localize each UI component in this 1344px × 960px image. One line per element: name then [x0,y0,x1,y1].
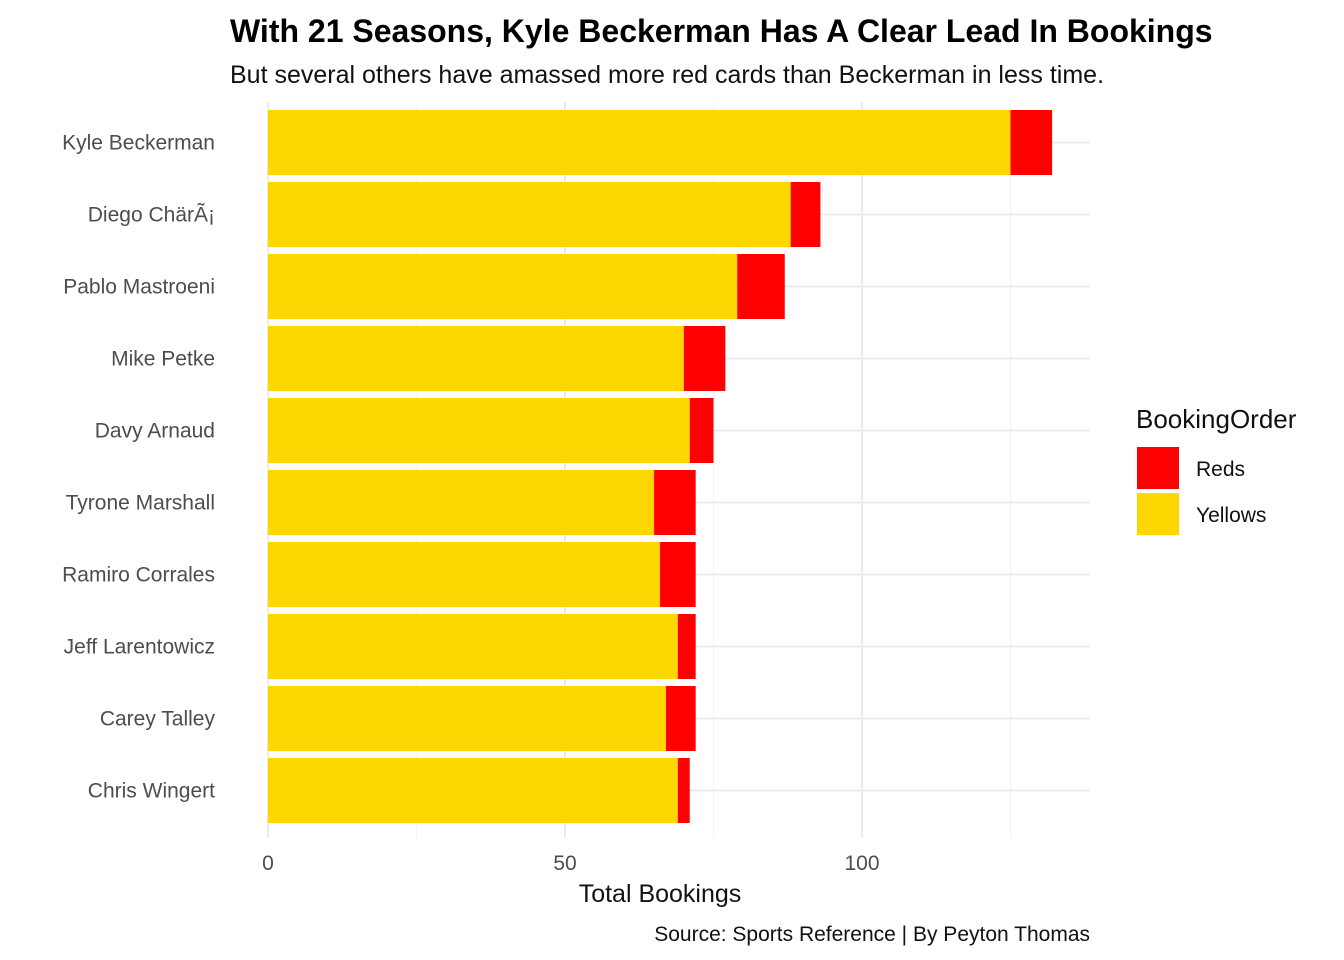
y-tick-label-9: Chris Wingert [88,780,215,803]
y-tick-label-0: Kyle Beckerman [62,132,215,155]
bar-red-0 [1010,110,1053,175]
y-tick-label-6: Ramiro Corrales [62,564,215,587]
legend: BookingOrder Reds Yellows [1136,404,1297,535]
bar-red-8 [665,686,696,751]
chart-caption: Source: Sports Reference | By Peyton Tho… [654,923,1090,946]
plot-bars [268,110,1053,823]
y-tick-label-1: Diego ChärÃ¡ [88,203,215,227]
bar-red-9 [677,758,690,823]
legend-title: BookingOrder [1136,404,1297,434]
chart-title: With 21 Seasons, Kyle Beckerman Has A Cl… [230,13,1213,49]
bar-red-4 [689,398,714,463]
legend-label-1: Yellows [1196,504,1266,527]
bar-yellow-8 [268,686,666,751]
bar-red-6 [660,542,696,607]
bar-yellow-6 [268,542,661,607]
bar-yellow-2 [268,254,738,319]
legend-swatch-1 [1137,493,1179,535]
bar-yellow-7 [268,614,678,679]
bar-yellow-0 [268,110,1011,175]
x-axis-title: Total Bookings [579,880,742,908]
bar-yellow-4 [268,398,690,463]
x-tick-label-1: 50 [553,852,576,875]
bar-yellow-1 [268,182,791,247]
x-axis-labels: 0 50 100 [262,852,879,875]
bar-red-1 [790,182,821,247]
bar-red-2 [737,254,785,319]
y-tick-label-2: Pablo Mastroeni [63,276,215,299]
y-tick-label-4: Davy Arnaud [95,420,215,443]
bar-red-5 [654,470,696,535]
chart-subtitle: But several others have amassed more red… [230,61,1104,89]
bar-yellow-3 [268,326,684,391]
x-tick-label-0: 0 [262,852,274,875]
y-tick-label-3: Mike Petke [111,348,215,371]
y-tick-label-7: Jeff Larentowicz [64,636,215,659]
bar-red-3 [683,326,726,391]
bar-yellow-5 [268,470,655,535]
y-axis-labels: Kyle Beckerman Diego ChärÃ¡ Pablo Mastroen… [62,132,215,803]
legend-label-0: Reds [1196,458,1245,481]
x-tick-label-2: 100 [844,852,879,875]
bar-red-7 [677,614,696,679]
legend-swatch-0 [1137,447,1179,489]
bar-yellow-9 [268,758,678,823]
y-tick-label-8: Carey Talley [100,708,216,731]
legend-items: Reds Yellows [1137,447,1266,535]
y-tick-label-5: Tyrone Marshall [66,492,215,515]
